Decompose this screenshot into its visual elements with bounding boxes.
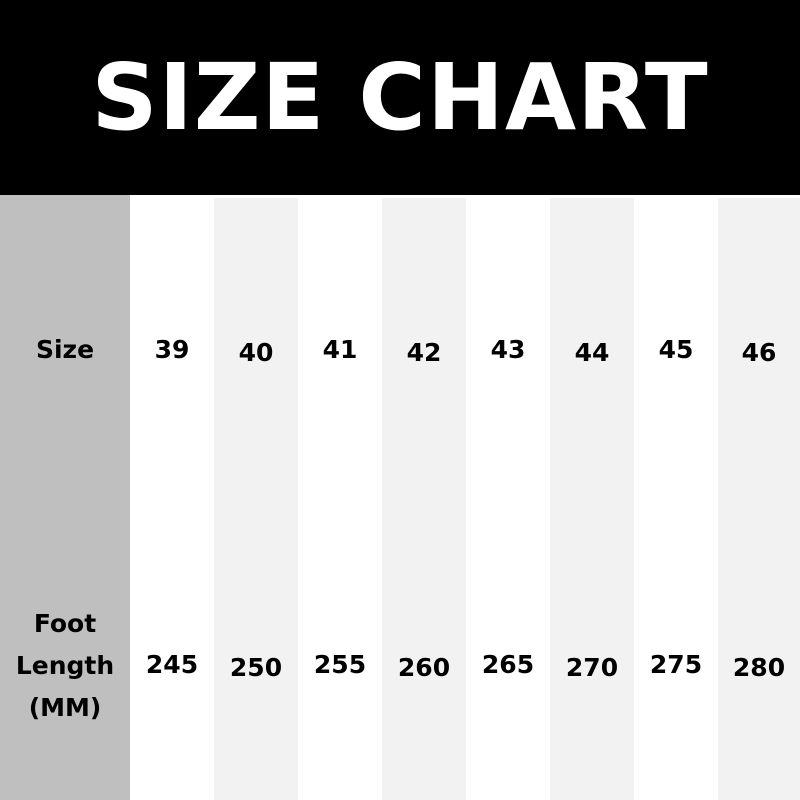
foot-length-value: 260 [397, 653, 451, 682]
foot-length-label: Foot Length (MM) [0, 603, 130, 729]
size-value: 46 [741, 338, 777, 367]
size-column: 40 250 [214, 198, 298, 800]
foot-length-value: 265 [481, 650, 535, 679]
size-column: 41 255 [298, 195, 382, 800]
size-value: 45 [658, 335, 694, 364]
size-value: 41 [322, 335, 358, 364]
page-title: SIZE CHART [91, 44, 709, 151]
size-column: 44 270 [550, 198, 634, 800]
foot-length-value: 275 [649, 650, 703, 679]
foot-length-value: 270 [565, 653, 619, 682]
foot-length-value: 250 [229, 653, 283, 682]
size-column: 42 260 [382, 198, 466, 800]
label-line: (MM) [28, 693, 102, 722]
size-column: 39 245 [130, 195, 214, 800]
size-value: 44 [574, 338, 610, 367]
foot-length-value: 280 [732, 653, 786, 682]
foot-length-value: 245 [145, 650, 199, 679]
size-column: 43 265 [466, 195, 550, 800]
size-value: 39 [154, 335, 190, 364]
size-label: Size [35, 335, 95, 364]
label-line: Foot [33, 609, 97, 638]
size-column: 46 280 [718, 198, 800, 800]
size-value: 43 [490, 335, 526, 364]
label-line: Length [15, 651, 115, 680]
foot-length-value: 255 [313, 650, 367, 679]
row-label-column: Size Foot Length (MM) [0, 195, 130, 800]
title-banner: SIZE CHART [0, 0, 800, 195]
size-value: 40 [238, 338, 274, 367]
size-column: 45 275 [634, 195, 718, 800]
size-value: 42 [406, 338, 442, 367]
